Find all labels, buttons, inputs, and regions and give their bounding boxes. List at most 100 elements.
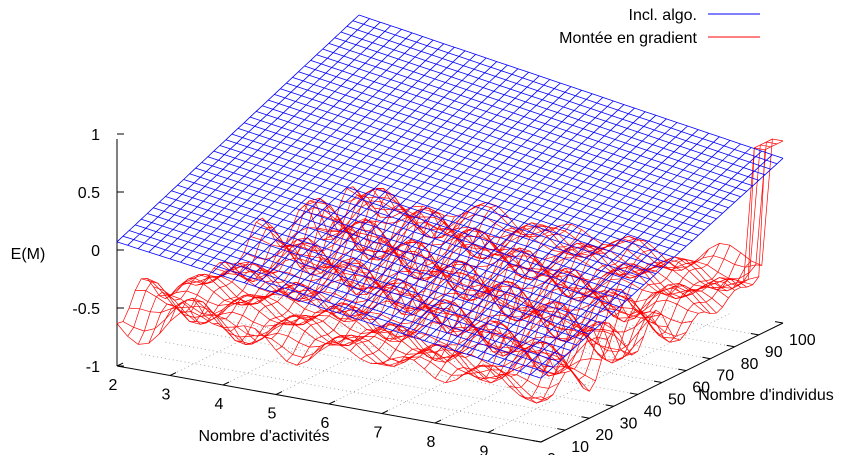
red-mesh-line-x: [212, 209, 455, 332]
blue-mesh-line-x: [455, 129, 699, 352]
blue-mesh-line-x: [498, 143, 741, 365]
blue-mesh-line-x: [349, 93, 593, 318]
z-tick-label: -0.5: [72, 301, 100, 318]
blue-mesh-line-x: [201, 43, 445, 270]
x-tick-mark: [116, 362, 124, 367]
blue-mesh-line-x: [265, 64, 508, 290]
blue-mesh-line-x: [434, 122, 678, 345]
series-red-surface: [116, 138, 784, 404]
y-tick-mark: [532, 440, 542, 443]
x-tick-label: 8: [427, 434, 436, 451]
blue-mesh-line-x: [371, 100, 614, 324]
red-mesh-line-x: [180, 204, 423, 321]
red-mesh-line-x: [371, 242, 614, 365]
legend-label-incl-algo: Incl. algo.: [629, 7, 697, 24]
blue-mesh-line-x: [296, 75, 540, 301]
blue-mesh-line-x: [212, 46, 455, 273]
blue-mesh-line-x: [540, 158, 784, 379]
x-tick-mark: [275, 391, 283, 395]
red-mesh-line-x: [498, 252, 741, 377]
tick-labels: -1-0.500.5123456789100102030405060708090…: [72, 127, 815, 455]
blue-mesh-line-x: [190, 39, 434, 266]
y-tick-label: 70: [716, 368, 734, 385]
y-tick-label: 90: [765, 344, 783, 361]
x-axis-label: Nombre d'activités: [198, 428, 329, 445]
grid-line-x: [169, 256, 413, 376]
blue-mesh-line-x: [381, 104, 625, 328]
red-mesh-line-x: [190, 210, 434, 316]
red-mesh-line-x: [286, 227, 529, 362]
x-tick-label: 6: [321, 415, 330, 432]
blue-mesh-line-x: [318, 82, 561, 307]
blue-mesh-line-x: [137, 21, 381, 249]
red-mesh-line-x: [540, 140, 784, 401]
grid-line-x: [381, 294, 625, 414]
blue-mesh-line-x: [487, 140, 731, 362]
blue-mesh-line-x: [159, 29, 402, 256]
x-tick-mark: [381, 410, 389, 414]
x-tick-mark: [434, 419, 442, 424]
blue-mesh-line-x: [360, 97, 604, 321]
blue-mesh-line-x: [530, 154, 773, 376]
red-mesh-line-x: [424, 259, 667, 370]
y-tick-label: 50: [668, 392, 686, 409]
red-mesh-line-x: [159, 187, 402, 335]
blue-mesh-line-x: [519, 150, 763, 372]
x-tick-mark: [222, 381, 230, 386]
red-mesh-line-x: [169, 192, 413, 325]
blue-mesh-line-x: [339, 89, 582, 314]
blue-mesh-line-x: [477, 136, 720, 359]
blue-mesh-line-x: [233, 54, 476, 280]
legend: Incl. algo. Montée en gradient: [559, 7, 760, 47]
x-tick-label: 7: [374, 425, 383, 442]
x-tick-label: 10: [528, 453, 546, 455]
z-axis-label: E(M): [11, 246, 46, 263]
blue-mesh-line-x: [116, 14, 360, 243]
red-mesh-line-x: [487, 245, 731, 377]
z-tick-label: -1: [86, 359, 100, 376]
floor-grid: [141, 256, 759, 433]
y-tick-label: 20: [595, 427, 613, 444]
red-mesh-line-x: [360, 244, 604, 360]
blue-mesh-line-x: [424, 118, 667, 341]
series-blue-surface: [116, 14, 784, 379]
red-mesh-line-x: [477, 243, 720, 379]
y-tick-mark: [557, 428, 566, 431]
red-mesh-line-x: [137, 194, 381, 345]
red-mesh-line-y: [116, 311, 542, 400]
blue-mesh-line-x: [466, 132, 710, 355]
x-tick-mark: [328, 400, 336, 405]
red-mesh-line-x: [201, 215, 445, 320]
x-tick-label: 3: [162, 387, 171, 404]
y-tick-mark: [629, 392, 638, 395]
y-tick-mark: [581, 416, 590, 419]
y-tick-label: 80: [741, 356, 759, 373]
blue-mesh-line-x: [307, 79, 551, 304]
blue-mesh-line-x: [243, 57, 487, 284]
blue-mesh-line-x: [169, 32, 413, 260]
legend-label-montee-gradient: Montée en gradient: [559, 30, 697, 47]
y-tick-label: 60: [692, 380, 710, 397]
red-mesh-line-x: [318, 224, 561, 353]
blue-mesh-line-x: [328, 86, 572, 311]
grid-line-x: [222, 265, 466, 386]
blue-mesh-line-x: [127, 18, 370, 246]
x-tick-label: 4: [215, 396, 224, 413]
red-mesh-line-y: [322, 207, 747, 288]
z-tick-label: 1: [91, 127, 100, 144]
blue-mesh-line-x: [508, 147, 752, 369]
y-tick-mark: [605, 404, 614, 407]
y-tick-label: 0: [547, 451, 556, 455]
red-mesh-line-x: [392, 235, 635, 363]
blue-mesh-line-x: [275, 68, 519, 294]
blue-mesh-line-x: [286, 72, 529, 297]
y-tick-label: 10: [571, 439, 589, 455]
x-tick-mark: [487, 429, 495, 433]
grid-line-x: [328, 284, 572, 405]
axes: [116, 133, 784, 443]
blue-mesh-line-x: [222, 50, 466, 277]
grid-line-x: [487, 313, 731, 433]
y-tick-label: 100: [789, 332, 816, 349]
blue-mesh-line-x: [148, 25, 392, 253]
